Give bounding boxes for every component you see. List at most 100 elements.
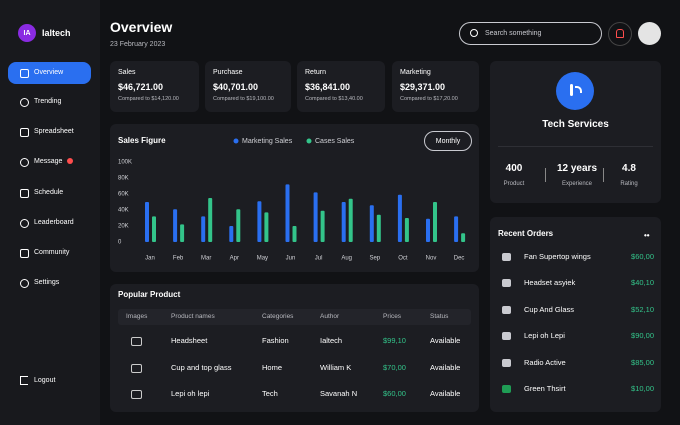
nav-item[interactable]: Overview [34,69,64,76]
product-image [131,364,142,373]
order-icon [502,306,511,314]
nav-item[interactable]: Message [34,158,63,165]
product-cell: Cup and top glass [171,363,232,372]
table-header: Author [320,313,340,320]
order-name: Green Thsirt [524,384,566,393]
header-title: Overview [110,19,173,35]
x-tick-label: Aug [341,256,352,262]
recent-orders-card [490,217,661,412]
recent-orders-title: Recent Orders [498,229,554,238]
order-icon [502,279,511,287]
y-tick-label: 100K [118,160,132,166]
y-tick-label: 0 [118,240,122,246]
product-cell: Home [262,363,283,372]
x-tick-label: May [257,256,268,262]
table-header: Prices [383,313,402,320]
stat-value: $40,701.00 [213,82,259,92]
bar [433,202,437,242]
search-placeholder: Search something [485,30,542,37]
logout[interactable]: Logout [34,377,56,384]
order-price: $52,10 [631,305,654,314]
product-cell: Available [430,363,461,372]
bar [376,214,381,242]
y-tick-label: 80K [118,176,129,182]
product-cell: Lepi oh lepi [171,389,210,398]
stat-label: Purchase [213,69,243,76]
product-price: $99,10 [383,336,406,345]
bar [201,216,206,242]
header-date: 23 February 2023 [110,41,166,48]
order-price: $90,00 [631,331,654,340]
bar [292,226,297,242]
sales-figure-card [110,124,479,272]
profile-name: Tech Services [542,119,609,130]
sales-chart: 0 20K 40K 60K 80K 100K Marketing Sales Cases Sa… [118,138,466,262]
stat-card [205,61,291,112]
nav-item[interactable]: Community [34,249,70,256]
stat-value: $29,371.00 [400,82,446,92]
stat-label: Sales [118,69,136,76]
brand-name: Ialtech [42,28,71,38]
order-icon [502,332,511,340]
filter-button[interactable]: Monthly [424,131,472,151]
order-icon [502,253,511,261]
x-tick-label: Dec [454,256,465,262]
y-tick-label: 60K [118,192,129,198]
table-header-band [118,309,471,325]
order-name: Cup And Glass [524,305,575,314]
profile-stat-label: Product [503,181,525,187]
bar [145,202,149,242]
bar [236,209,241,242]
notification-button[interactable] [608,22,632,46]
nav-item[interactable]: Spreadsheet [34,128,74,135]
product-cell: Ialtech [320,336,343,345]
nav-item[interactable]: Trending [34,98,62,105]
bar [397,194,402,242]
profile-separator [545,168,546,182]
nav-item[interactable]: Leaderboard [34,219,74,226]
stat-card [392,61,479,112]
y-tick-label: 40K [118,208,129,214]
nav-item[interactable]: Settings [34,279,60,286]
nav-icon [20,219,29,228]
bar [348,198,353,242]
popular-product-card [110,284,479,412]
message-badge [67,158,73,164]
legend-label: Marketing Sales [242,138,293,145]
bar [152,216,156,242]
order-price: $40,10 [631,278,654,287]
nav-icon [20,279,29,288]
stat-compared: Compared to $14,120.00 [118,96,179,102]
bar [454,216,459,242]
bar [257,201,262,242]
product-cell: William K [320,363,352,372]
product-image [131,337,142,346]
bar [173,209,178,242]
bar [313,192,318,242]
product-price: $70,00 [383,363,406,372]
x-tick-label: Apr [230,256,239,262]
bar [426,218,430,242]
order-price: $85,00 [631,358,654,367]
nav-icon [20,69,29,78]
search-box[interactable] [459,22,602,45]
product-cell: Fashion [262,336,289,345]
nav-active-bg[interactable] [8,62,91,84]
more-dots[interactable]: •• [644,231,650,240]
profile-stat-value: 400 [505,163,523,174]
table-header: Status [430,313,449,320]
bar [180,224,185,242]
product-image [131,390,142,399]
popular-product-title: Popular Product [118,290,181,299]
x-tick-label: Jul [315,256,323,262]
order-name: Radio Active [524,358,566,367]
product-cell: Headsheet [171,336,208,345]
profile-separator [603,168,604,182]
search-icon [470,29,478,37]
stat-compared: Compared to $19,100.00 [213,96,274,102]
bar [264,212,269,242]
stat-compared: Compared to $13,40.00 [305,96,363,102]
nav-item[interactable]: Schedule [34,189,64,196]
avatar[interactable] [638,22,661,45]
order-price: $10,00 [631,384,654,393]
